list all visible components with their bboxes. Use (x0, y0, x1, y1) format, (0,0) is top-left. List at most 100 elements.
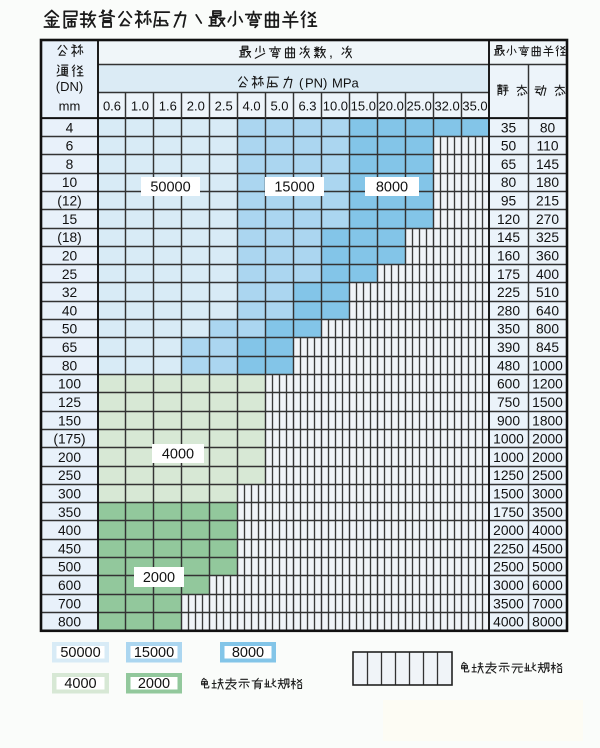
svg-text:65: 65 (501, 157, 517, 172)
svg-text:8000: 8000 (376, 180, 408, 196)
svg-text:(: ( (299, 76, 304, 91)
svg-text:50: 50 (501, 139, 517, 154)
svg-text:80: 80 (540, 120, 556, 135)
svg-text:1250: 1250 (493, 468, 524, 483)
svg-text:500: 500 (58, 560, 81, 575)
svg-text:350: 350 (58, 505, 81, 520)
svg-text:(DN): (DN) (56, 79, 83, 94)
svg-text:600: 600 (58, 578, 81, 593)
svg-text:2000: 2000 (143, 570, 175, 586)
svg-text:4000: 4000 (493, 615, 524, 630)
svg-text:800: 800 (58, 615, 81, 630)
svg-text:175: 175 (497, 267, 520, 282)
svg-text:350: 350 (497, 322, 520, 337)
svg-text:125: 125 (58, 395, 81, 410)
svg-text:80: 80 (62, 358, 78, 373)
svg-text:4000: 4000 (64, 676, 96, 692)
svg-text:80: 80 (501, 175, 517, 190)
svg-text:35: 35 (501, 120, 517, 135)
svg-text:510: 510 (536, 285, 559, 300)
svg-text:8000: 8000 (532, 615, 563, 630)
svg-text:,: , (329, 44, 333, 60)
svg-text:390: 390 (497, 340, 520, 355)
svg-text:2.0: 2.0 (187, 99, 205, 114)
svg-text:2.5: 2.5 (215, 99, 233, 114)
svg-text:15.0: 15.0 (351, 99, 376, 114)
svg-text:15: 15 (62, 212, 78, 227)
svg-text:MPa: MPa (332, 75, 360, 90)
svg-text:400: 400 (58, 523, 81, 538)
svg-text:95: 95 (501, 194, 517, 209)
svg-text:1.0: 1.0 (131, 99, 149, 114)
svg-text:2000: 2000 (532, 450, 563, 465)
svg-text:480: 480 (497, 358, 520, 373)
svg-text:3500: 3500 (493, 596, 524, 611)
svg-text:20.0: 20.0 (379, 99, 404, 114)
svg-text:4000: 4000 (532, 523, 563, 538)
svg-text:1.6: 1.6 (159, 99, 177, 114)
svg-text:145: 145 (536, 157, 559, 172)
svg-text:1200: 1200 (532, 377, 563, 392)
svg-text:2500: 2500 (532, 468, 563, 483)
svg-text:900: 900 (497, 413, 520, 428)
svg-text:50000: 50000 (150, 180, 190, 196)
svg-text:5000: 5000 (532, 560, 563, 575)
svg-text:1500: 1500 (532, 395, 563, 410)
svg-text:1000: 1000 (493, 432, 524, 447)
svg-text:150: 150 (58, 413, 81, 428)
svg-text:1800: 1800 (532, 413, 563, 428)
svg-text:mm: mm (59, 99, 81, 114)
svg-text:270: 270 (536, 212, 559, 227)
svg-text:225: 225 (497, 285, 520, 300)
svg-text:50: 50 (62, 322, 78, 337)
svg-text:7000: 7000 (532, 596, 563, 611)
svg-text:2250: 2250 (493, 541, 524, 556)
svg-text:160: 160 (497, 249, 520, 264)
svg-text:250: 250 (58, 468, 81, 483)
svg-text:750: 750 (497, 395, 520, 410)
svg-text:1000: 1000 (532, 358, 563, 373)
svg-text:8: 8 (66, 157, 74, 172)
svg-text:640: 640 (536, 303, 559, 318)
svg-text:1000: 1000 (493, 450, 524, 465)
svg-text:120: 120 (497, 212, 520, 227)
svg-text:20: 20 (62, 249, 78, 264)
svg-text:400: 400 (536, 267, 559, 282)
svg-text:145: 145 (497, 230, 520, 245)
svg-text:215: 215 (536, 194, 559, 209)
svg-text:1500: 1500 (493, 487, 524, 502)
svg-text:4: 4 (66, 120, 74, 135)
svg-text:180: 180 (536, 175, 559, 190)
svg-text:6.3: 6.3 (298, 99, 316, 114)
svg-text:PN: PN (305, 75, 323, 90)
svg-text:3000: 3000 (493, 578, 524, 593)
svg-text:1750: 1750 (493, 505, 524, 520)
svg-text:2000: 2000 (138, 676, 170, 692)
svg-text:4500: 4500 (532, 541, 563, 556)
svg-text:25.0: 25.0 (407, 99, 432, 114)
svg-text:0.6: 0.6 (103, 99, 121, 114)
svg-text:50000: 50000 (60, 645, 100, 661)
svg-text:450: 450 (58, 541, 81, 556)
svg-text:2500: 2500 (493, 560, 524, 575)
svg-text:3500: 3500 (532, 505, 563, 520)
svg-text:4.0: 4.0 (243, 99, 261, 114)
svg-text:32: 32 (62, 285, 77, 300)
svg-text:110: 110 (537, 139, 559, 154)
svg-text:360: 360 (536, 249, 559, 264)
svg-text:8000: 8000 (232, 645, 264, 661)
svg-text:10.0: 10.0 (323, 99, 348, 114)
svg-text:15000: 15000 (134, 645, 174, 661)
svg-text:700: 700 (58, 596, 81, 611)
svg-text:280: 280 (497, 303, 520, 318)
svg-text:600: 600 (497, 377, 520, 392)
svg-text:10: 10 (62, 175, 78, 190)
svg-text:300: 300 (58, 487, 81, 502)
svg-text:800: 800 (536, 322, 559, 337)
svg-text:6: 6 (66, 139, 74, 154)
svg-text:32.0: 32.0 (434, 99, 459, 114)
svg-text:25: 25 (62, 267, 78, 282)
svg-text:3000: 3000 (532, 487, 563, 502)
svg-text:2000: 2000 (532, 432, 563, 447)
svg-text:200: 200 (58, 450, 81, 465)
